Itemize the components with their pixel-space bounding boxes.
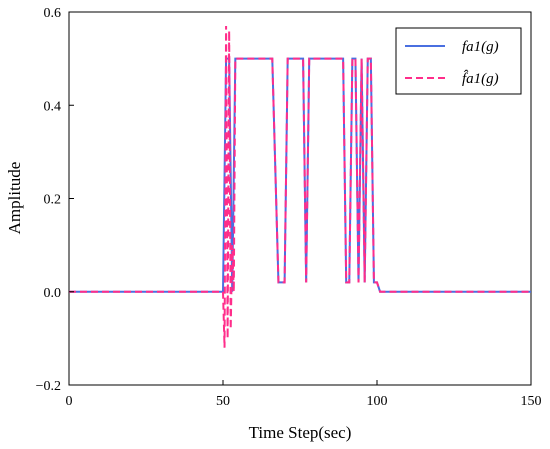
legend-label-fa1-estimate: f̂a1(g) bbox=[462, 70, 499, 87]
x-tick-label: 150 bbox=[521, 394, 542, 409]
y-tick-label: 0.0 bbox=[44, 286, 62, 301]
legend-label-fa1: fa1(g) bbox=[462, 39, 499, 55]
x-tick-label: 100 bbox=[367, 394, 388, 409]
y-tick-label: −0.2 bbox=[36, 379, 61, 394]
x-tick-label: 0 bbox=[66, 394, 73, 409]
legend-box bbox=[395, 27, 522, 95]
y-axis-title: Amplitude bbox=[5, 162, 24, 235]
y-tick-label: 0.2 bbox=[44, 193, 62, 208]
y-tick-label: 0.6 bbox=[44, 6, 62, 21]
series-line-fa1-estimate bbox=[69, 25, 531, 348]
ticks-layer: 0 50 100 150 −0.2 0.0 0.2 0.4 0.6 bbox=[36, 6, 542, 409]
series-layer bbox=[69, 25, 531, 348]
y-tick-label: 0.4 bbox=[44, 99, 62, 114]
legend: fa1(g) f̂a1(g) bbox=[395, 27, 522, 95]
x-tick-label: 50 bbox=[216, 394, 230, 409]
x-axis-title: Time Step(sec) bbox=[249, 423, 352, 442]
